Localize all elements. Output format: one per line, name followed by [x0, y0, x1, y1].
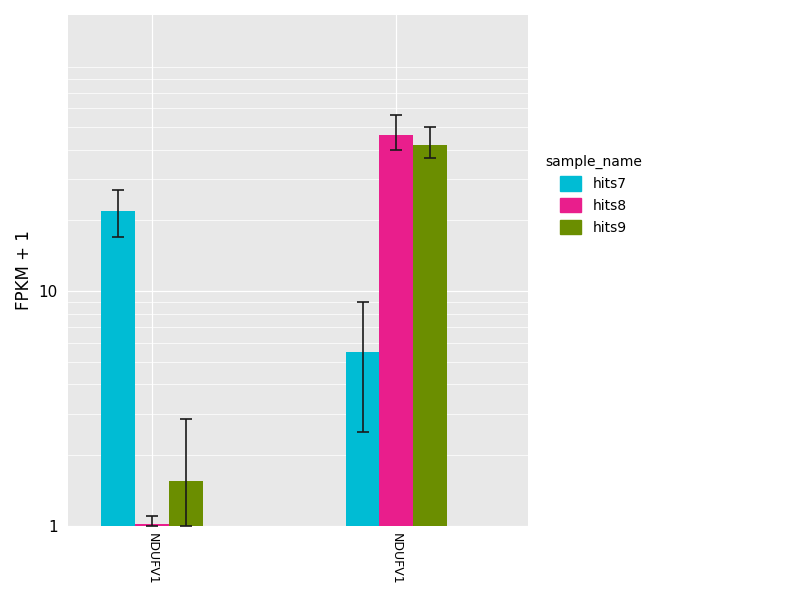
Bar	[414, 145, 447, 600]
Bar	[346, 352, 379, 600]
Bar	[135, 524, 169, 600]
Bar	[379, 136, 414, 600]
Y-axis label: FPKM + 1: FPKM + 1	[15, 230, 33, 310]
Bar	[169, 481, 203, 600]
Legend: hits7, hits8, hits9: hits7, hits8, hits9	[539, 149, 647, 240]
Bar	[102, 211, 135, 600]
